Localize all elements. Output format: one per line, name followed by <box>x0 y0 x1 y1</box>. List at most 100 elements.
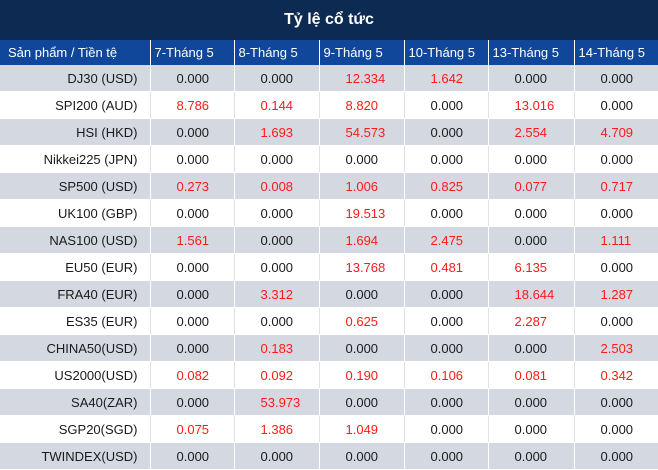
table-row: Nikkei225 (JPN) 0.000 0.000 0.000 0.000 0.000… <box>0 145 658 173</box>
dividend-value-cell: 2.475 <box>404 226 489 254</box>
dividend-value-cell: 12.334 <box>319 65 405 92</box>
dividend-value-cell: 0.000 <box>150 307 235 335</box>
product-cell: SP500 (USD) <box>0 172 151 200</box>
product-cell: DJ30 (USD) <box>0 65 151 92</box>
dividend-value-cell: 0.000 <box>234 226 320 254</box>
header-row: Sản phẩm / Tiền tệ 7-Tháng 5 8-Tháng 5 9… <box>0 40 658 65</box>
product-cell: SPI200 (AUD) <box>0 91 151 119</box>
dividend-value-cell: 0.000 <box>574 442 658 470</box>
table-row: SA40(ZAR) 0.000 53.973 0.000 0.000 0.000 0.000 <box>0 388 658 416</box>
dividend-value-cell: 0.000 <box>150 388 235 416</box>
dividend-value-cell: 0.075 <box>150 415 235 443</box>
dividend-value-cell: 0.000 <box>404 334 489 362</box>
product-cell: NAS100 (USD) <box>0 226 151 254</box>
dividend-value-cell: 19.513 <box>319 199 405 227</box>
dividend-value-cell: 0.000 <box>488 145 575 173</box>
table-title: Tỷ lệ cổ tức <box>0 0 658 40</box>
product-cell: TWINDEX(USD) <box>0 442 151 470</box>
dividend-value-cell: 3.312 <box>234 280 320 308</box>
dividend-value-cell: 0.000 <box>150 334 235 362</box>
dividend-value-cell: 0.000 <box>150 145 235 173</box>
dividend-value-cell: 0.000 <box>574 388 658 416</box>
dividend-value-cell: 1.287 <box>574 280 658 308</box>
dividend-value-cell: 0.183 <box>234 334 320 362</box>
dividend-value-cell: 1.111 <box>574 226 658 254</box>
dividend-value-cell: 0.000 <box>404 91 489 119</box>
dividend-value-cell: 0.106 <box>404 361 489 389</box>
dividend-value-cell: 0.000 <box>488 199 575 227</box>
dividend-value-cell: 0.342 <box>574 361 658 389</box>
dividend-value-cell: 1.006 <box>319 172 405 200</box>
column-header-date: 7-Tháng 5 <box>150 40 235 65</box>
table-row: US2000(USD) 0.082 0.092 0.190 0.106 0.081 0.34… <box>0 361 658 389</box>
dividend-value-cell: 8.786 <box>150 91 235 119</box>
dividend-value-cell: 0.000 <box>150 199 235 227</box>
dividend-value-cell: 0.144 <box>234 91 320 119</box>
column-header-date: 14-Tháng 5 <box>574 40 658 65</box>
column-header-date: 13-Tháng 5 <box>488 40 575 65</box>
dividend-value-cell: 1.694 <box>319 226 405 254</box>
dividend-value-cell: 0.000 <box>574 91 658 119</box>
dividend-value-cell: 54.573 <box>319 118 405 146</box>
dividend-value-cell: 0.000 <box>150 118 235 146</box>
dividend-value-cell: 0.000 <box>574 145 658 173</box>
dividend-value-cell: 2.503 <box>574 334 658 362</box>
dividend-value-cell: 0.000 <box>150 442 235 470</box>
dividend-value-cell: 0.000 <box>574 199 658 227</box>
product-cell: CHINA50(USD) <box>0 334 151 362</box>
product-cell: SGP20(SGD) <box>0 415 151 443</box>
product-cell: SA40(ZAR) <box>0 388 151 416</box>
dividend-value-cell: 8.820 <box>319 91 405 119</box>
product-cell: UK100 (GBP) <box>0 199 151 227</box>
dividend-value-cell: 1.561 <box>150 226 235 254</box>
table-row: EU50 (EUR) 0.000 0.000 13.768 0.481 6.135 0.00… <box>0 253 658 281</box>
dividend-value-cell: 13.768 <box>319 253 405 281</box>
dividend-value-cell: 0.000 <box>150 65 235 92</box>
dividend-value-cell: 0.000 <box>488 65 575 92</box>
column-header-date: 8-Tháng 5 <box>234 40 320 65</box>
dividend-value-cell: 0.825 <box>404 172 489 200</box>
dividend-value-cell: 0.000 <box>404 442 489 470</box>
dividend-value-cell: 2.554 <box>488 118 575 146</box>
product-cell: EU50 (EUR) <box>0 253 151 281</box>
dividend-value-cell: 0.000 <box>319 280 405 308</box>
dividend-value-cell: 0.000 <box>488 442 575 470</box>
table-row: CHINA50(USD) 0.000 0.183 0.000 0.000 0.000 2.5… <box>0 334 658 362</box>
column-header-date: 9-Tháng 5 <box>319 40 405 65</box>
dividend-value-cell: 0.008 <box>234 172 320 200</box>
dividend-value-cell: 0.000 <box>488 334 575 362</box>
dividend-value-cell: 0.000 <box>488 388 575 416</box>
product-cell: ES35 (EUR) <box>0 307 151 335</box>
dividend-value-cell: 13.016 <box>488 91 575 119</box>
dividend-value-cell: 6.135 <box>488 253 575 281</box>
dividend-value-cell: 53.973 <box>234 388 320 416</box>
dividend-value-cell: 0.000 <box>574 65 658 92</box>
dividend-value-cell: 0.481 <box>404 253 489 281</box>
dividend-value-cell: 0.000 <box>234 65 320 92</box>
dividend-value-cell: 2.287 <box>488 307 575 335</box>
table-row: ES35 (EUR) 0.000 0.000 0.625 0.000 2.287 0.000 <box>0 307 658 335</box>
dividend-value-cell: 0.000 <box>404 307 489 335</box>
dividend-value-cell: 1.386 <box>234 415 320 443</box>
table-row: HSI (HKD) 0.000 1.693 54.573 0.000 2.554 4.709 <box>0 118 658 146</box>
dividend-value-cell: 0.717 <box>574 172 658 200</box>
dividend-value-cell: 0.000 <box>150 280 235 308</box>
dividend-value-cell: 0.000 <box>404 199 489 227</box>
dividend-value-cell: 18.644 <box>488 280 575 308</box>
dividend-value-cell: 0.000 <box>404 388 489 416</box>
dividend-value-cell: 0.092 <box>234 361 320 389</box>
table-row: SP500 (USD) 0.273 0.008 1.006 0.825 0.077 0.71… <box>0 172 658 200</box>
dividend-value-cell: 0.081 <box>488 361 575 389</box>
dividend-value-cell: 0.000 <box>404 280 489 308</box>
table-row: TWINDEX(USD) 0.000 0.000 0.000 0.000 0.000 0.0… <box>0 442 658 470</box>
dividend-value-cell: 1.693 <box>234 118 320 146</box>
dividend-value-cell: 0.082 <box>150 361 235 389</box>
table-row: SPI200 (AUD) 8.786 0.144 8.820 0.000 13.016 0.… <box>0 91 658 119</box>
column-header-date: 10-Tháng 5 <box>404 40 489 65</box>
table-body: DJ30 (USD) 0.000 0.000 12.334 1.642 0.000 0.00… <box>0 65 658 470</box>
dividend-value-cell: 0.000 <box>574 253 658 281</box>
product-cell: US2000(USD) <box>0 361 151 389</box>
dividend-value-cell: 0.000 <box>234 442 320 470</box>
dividend-value-cell: 0.000 <box>234 199 320 227</box>
dividend-value-cell: 0.000 <box>234 145 320 173</box>
